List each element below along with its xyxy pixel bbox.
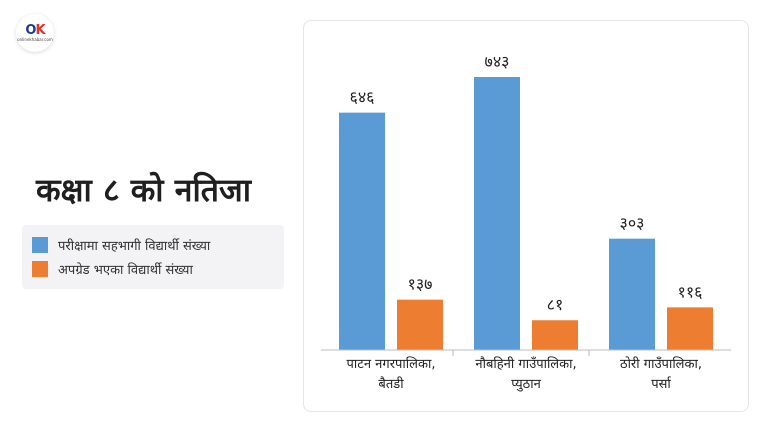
- logo-subtext: onlinekhabar.com: [17, 37, 53, 42]
- logo-letter-k: K: [35, 23, 45, 38]
- legend-item-upgraded: अपग्रेड भएका विद्यार्थी संख्या: [22, 257, 284, 281]
- logo-letter-o: O: [25, 23, 36, 38]
- chart-title: कक्षा ८ को नतिजा: [36, 171, 252, 209]
- data-label-1-0: १३७: [408, 275, 433, 294]
- data-label-1-2: ११६: [678, 282, 703, 301]
- logo: OK onlinekhabar.com: [16, 14, 54, 52]
- bar-participants-0: [339, 112, 385, 350]
- bar-participants-1: [474, 77, 520, 350]
- legend-swatch-orange: [32, 261, 48, 277]
- category-label-2-1: पर्सा: [651, 376, 672, 392]
- category-label-1-1: प्युठान: [511, 377, 541, 392]
- bar-participants-2: [609, 238, 655, 350]
- category-label-2-0: ठोरी गाउँपालिका,: [620, 356, 702, 372]
- legend: परीक्षामा सहभागी विद्यार्थी संख्या अपग्र…: [22, 225, 284, 289]
- bar-chart: ६४६ १३७ पाटन नगरपालिका, बैतडी ७४३ ८१ नौबहिनी ग…: [321, 52, 731, 392]
- category-label-0-0: पाटन नगरपालिका,: [347, 356, 436, 372]
- bar-upgraded-1: [532, 320, 578, 350]
- legend-item-participants: परीक्षामा सहभागी विद्यार्थी संख्या: [22, 233, 284, 257]
- legend-label-participants: परीक्षामा सहभागी विद्यार्थी संख्या: [58, 239, 211, 254]
- data-label-0-2: ३०३: [620, 214, 645, 233]
- data-label-1-1: ८१: [547, 295, 564, 314]
- bar-upgraded-0: [397, 299, 443, 350]
- category-label-0-1: बैतडी: [378, 376, 404, 392]
- bar-upgraded-2: [667, 307, 713, 350]
- logo-mark: OK: [25, 23, 45, 38]
- legend-swatch-blue: [32, 237, 48, 253]
- category-label-1-0: नौबहिनी गाउँपालिका,: [475, 356, 576, 372]
- legend-label-upgraded: अपग्रेड भएका विद्यार्थी संख्या: [58, 263, 193, 278]
- data-label-0-1: ७४३: [485, 52, 510, 71]
- data-label-0-0: ६४६: [350, 88, 375, 107]
